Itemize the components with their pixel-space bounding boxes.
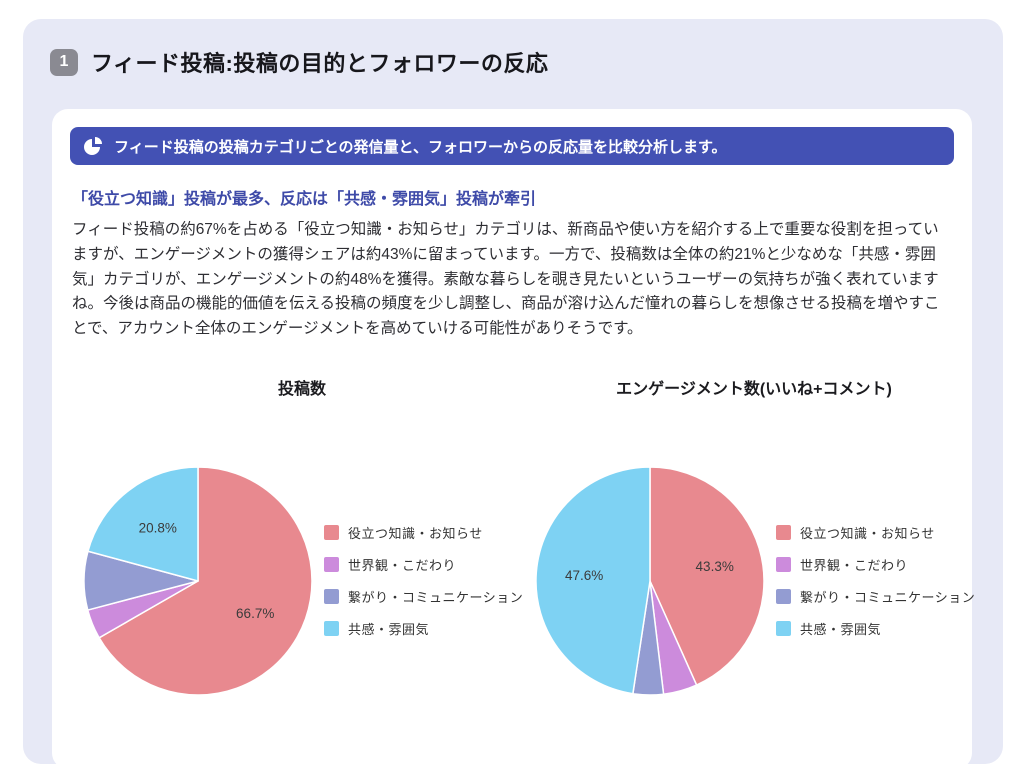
pie-chart-icon	[84, 136, 104, 156]
posts-legend: 役立つ知識・お知らせ 世界観・こだわり 繋がり・コミュニケーション 共感・雰囲気	[324, 523, 523, 638]
legend-label: 役立つ知識・お知らせ	[348, 526, 483, 542]
legend-swatch	[324, 557, 339, 573]
pie-slice	[649, 466, 765, 686]
legend-item: 世界観・こだわり	[776, 555, 975, 574]
posts-pie-row: 66.7% 20.8% 役立つ知識・お知らせ 世界観・こだわり 繋がり・コミュニケ…	[82, 465, 523, 697]
chart-title-engagement: エンゲージメント数(いいね+コメント)	[616, 380, 892, 398]
pie-slice	[87, 466, 199, 582]
pie-slice	[535, 466, 651, 695]
analysis-card: フィード投稿の投稿カテゴリごとの発信量と、フォロワーからの反応量を比較分析します…	[52, 109, 975, 769]
section-title: フィード投稿:投稿の目的とフォロワーの反応	[91, 51, 549, 76]
banner-text: フィード投稿の投稿カテゴリごとの発信量と、フォロワーからの反応量を比較分析します…	[114, 138, 727, 156]
engagement-chart-block: エンゲージメント数(いいね+コメント) 43.3% 47.6% 役立つ知識・お知ら…	[534, 375, 975, 697]
pie-slice	[98, 466, 313, 696]
legend-label: 役立つ知識・お知らせ	[800, 526, 935, 542]
pie-percent-label: 20.8%	[139, 520, 177, 535]
engagement-pie-row: 43.3% 47.6% 役立つ知識・お知らせ 世界観・こだわり 繋がり・コミュニケ…	[534, 465, 975, 697]
summary-banner: フィード投稿の投稿カテゴリごとの発信量と、フォロワーからの反応量を比較分析します…	[70, 127, 954, 165]
legend-swatch	[776, 589, 791, 605]
legend-label: 共感・雰囲気	[348, 622, 430, 638]
legend-label: 繋がり・コミュニケーション	[348, 590, 524, 606]
section-header: 1 フィード投稿:投稿の目的とフォロワーの反応	[23, 19, 1003, 78]
pie-percent-label: 47.6%	[565, 568, 603, 583]
posts-count-chart-block: 投稿数 66.7% 20.8% 役立つ知識・お知らせ 世界観・こだわり 繋がり・コ…	[82, 375, 523, 697]
legend-label: 繋がり・コミュニケーション	[800, 590, 976, 606]
legend-item: 繋がり・コミュニケーション	[776, 587, 975, 606]
legend-label: 世界観・こだわり	[800, 558, 909, 574]
engagement-pie-chart: 43.3% 47.6%	[534, 465, 766, 697]
section-number-badge: 1	[50, 48, 78, 76]
feed-post-section-panel: 1 フィード投稿:投稿の目的とフォロワーの反応 フィード投稿の投稿カテゴリごとの…	[23, 19, 1003, 769]
analysis-headline: 「役立つ知識」投稿が最多、反応は「共感・雰囲気」投稿が牽引	[72, 191, 537, 208]
legend-swatch	[324, 589, 339, 605]
legend-swatch	[776, 525, 791, 541]
legend-item: 世界観・こだわり	[324, 555, 523, 574]
legend-swatch	[776, 621, 791, 637]
engagement-legend: 役立つ知識・お知らせ 世界観・こだわり 繋がり・コミュニケーション 共感・雰囲気	[776, 523, 975, 638]
legend-swatch	[324, 525, 339, 541]
legend-swatch	[776, 557, 791, 573]
legend-label: 世界観・こだわり	[348, 558, 457, 574]
charts-row: 投稿数 66.7% 20.8% 役立つ知識・お知らせ 世界観・こだわり 繋がり・コ…	[70, 375, 975, 697]
pie-percent-label: 66.7%	[236, 606, 274, 621]
posts-pie-chart: 66.7% 20.8%	[82, 465, 314, 697]
legend-label: 共感・雰囲気	[800, 622, 882, 638]
analysis-body: フィード投稿の約67%を占める「役立つ知識・お知らせ」カテゴリは、新商品や使い方…	[72, 221, 940, 338]
legend-item: 共感・雰囲気	[776, 619, 975, 638]
legend-item: 共感・雰囲気	[324, 619, 523, 638]
pie-percent-label: 43.3%	[696, 559, 734, 574]
legend-item: 役立つ知識・お知らせ	[776, 523, 975, 542]
chart-title-posts: 投稿数	[277, 380, 326, 398]
legend-item: 繋がり・コミュニケーション	[324, 587, 523, 606]
legend-swatch	[324, 621, 339, 637]
legend-item: 役立つ知識・お知らせ	[324, 523, 523, 542]
